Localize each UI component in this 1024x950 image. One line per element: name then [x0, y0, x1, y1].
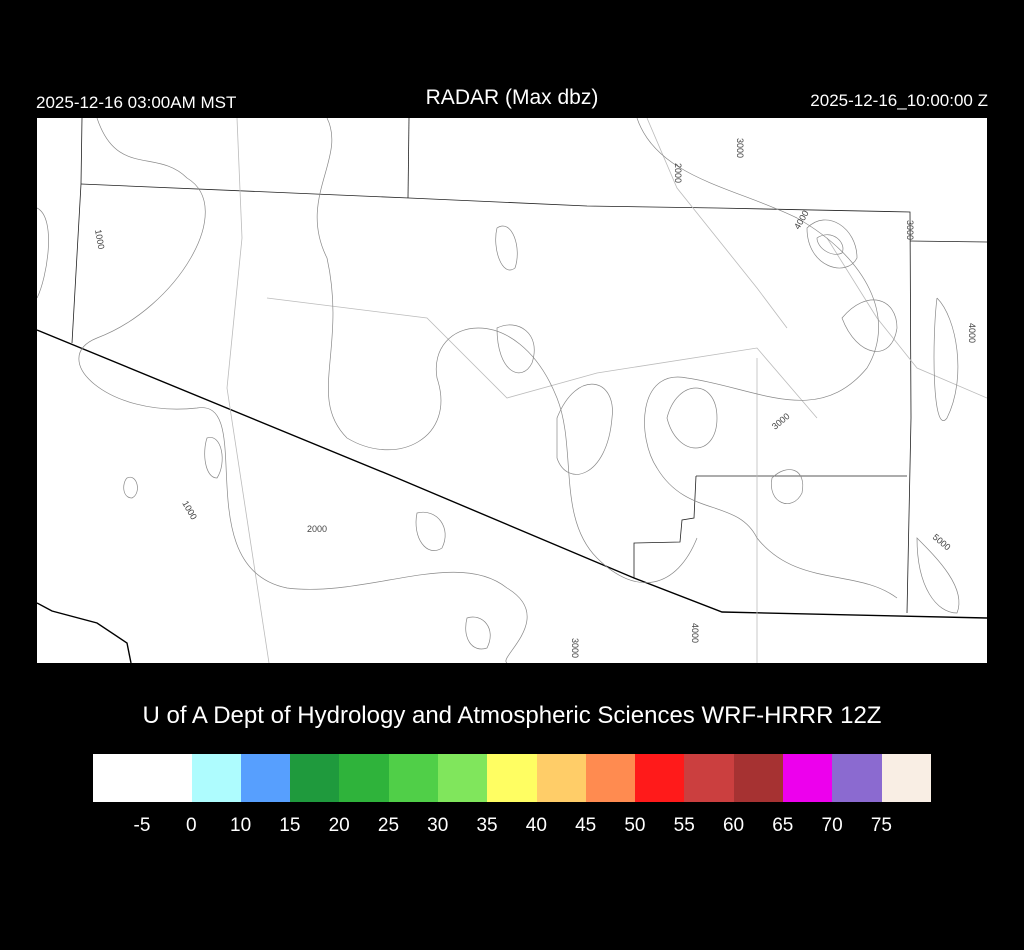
- colorbar-swatch: [191, 754, 241, 802]
- colorbar-labels: -5 0 10 15 20 25 30 35 40 45 50 55 60 65 70 75: [0, 815, 1024, 841]
- contour-label: 3000: [735, 138, 745, 158]
- colorbar-label: 55: [673, 815, 695, 836]
- colorbar-label: 30: [427, 815, 449, 836]
- colorbar-swatch: [733, 754, 783, 802]
- colorbar-label: 25: [377, 815, 400, 836]
- colorbar-label: 0: [185, 815, 197, 836]
- colorbar-label: 70: [821, 815, 843, 836]
- contour-label: 1000: [93, 229, 106, 250]
- map-svg: 1000 1000 2000 2000 3000 3000 3000 3000 4000 4000…: [36, 117, 988, 664]
- colorbar-label: 75: [870, 815, 892, 836]
- utc-time: 2025-12-16_10:00:00 Z: [810, 91, 988, 110]
- map-title: RADAR (Max dbz): [425, 86, 599, 109]
- contour-label: 3000: [770, 411, 792, 432]
- colorbar-swatch: [832, 754, 882, 802]
- contour-label: 4000: [792, 209, 811, 231]
- colorbar: [93, 754, 931, 802]
- colorbar-swatch: [585, 754, 636, 802]
- contour-label: 3000: [570, 638, 580, 658]
- colorbar-swatch: [684, 754, 734, 802]
- state-boundaries: [71, 117, 988, 614]
- colorbar-swatch: [388, 754, 438, 802]
- colorbar-swatch: [487, 754, 537, 802]
- colorbar-swatch: [339, 754, 389, 802]
- colorbar-label: 20: [328, 815, 350, 836]
- contour-label: 4000: [967, 323, 977, 343]
- colorbar-swatch: [93, 754, 192, 802]
- colorbar-label: 65: [772, 815, 794, 836]
- colorbar-swatch: [782, 754, 833, 802]
- contour-label: 5000: [931, 532, 953, 553]
- terrain-contours: [36, 117, 960, 664]
- colorbar-swatch: [536, 754, 586, 802]
- roads: [226, 117, 988, 664]
- colorbar-label: 40: [525, 815, 547, 836]
- colorbar-label: 50: [624, 815, 646, 836]
- model-credit: U of A Dept of Hydrology and Atmospheric…: [142, 702, 882, 729]
- contour-label: 2000: [673, 163, 683, 183]
- colorbar-swatch: [437, 754, 488, 802]
- international-border: [36, 329, 988, 664]
- radar-map: 1000 1000 2000 2000 3000 3000 3000 3000 4000 4000…: [36, 117, 988, 664]
- colorbar-swatch: [635, 754, 685, 802]
- colorbar-swatch: [290, 754, 340, 802]
- contour-labels: 1000 1000 2000 2000 3000 3000 3000 3000 4000 4000…: [93, 138, 977, 658]
- colorbar-swatch: [240, 754, 291, 802]
- colorbar-label: 35: [476, 815, 498, 836]
- colorbar-label: 45: [575, 815, 597, 836]
- contour-label: 2000: [307, 524, 327, 534]
- local-time: 2025-12-16 03:00AM MST: [36, 93, 237, 112]
- colorbar-label: 60: [722, 815, 745, 836]
- contour-label: 3000: [905, 220, 915, 240]
- contour-label: 4000: [690, 623, 700, 643]
- contour-label: 1000: [180, 499, 199, 521]
- colorbar-label: -5: [133, 815, 151, 836]
- colorbar-label: 10: [230, 815, 252, 836]
- colorbar-label: 15: [279, 815, 301, 836]
- colorbar-swatch: [881, 754, 931, 802]
